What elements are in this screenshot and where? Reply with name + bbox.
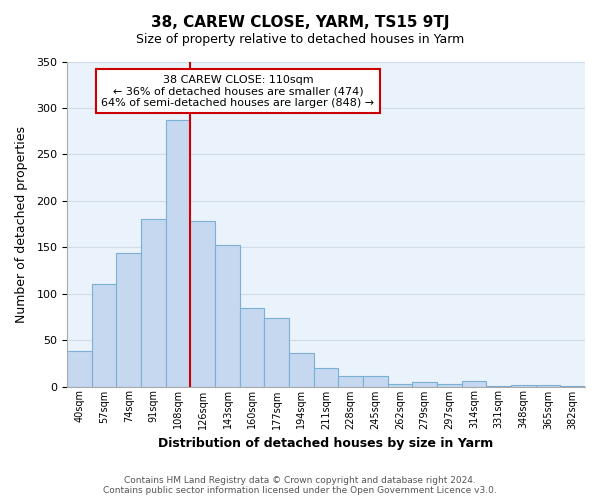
Bar xyxy=(116,253,141,386)
Bar xyxy=(141,220,166,386)
Bar xyxy=(388,384,412,386)
Bar xyxy=(511,384,536,386)
Bar xyxy=(338,376,363,386)
Bar xyxy=(437,384,462,386)
Bar xyxy=(166,120,190,386)
Bar xyxy=(67,351,92,386)
Bar xyxy=(240,308,265,386)
Bar xyxy=(462,381,487,386)
Text: 38, CAREW CLOSE, YARM, TS15 9TJ: 38, CAREW CLOSE, YARM, TS15 9TJ xyxy=(151,15,449,30)
Text: Contains HM Land Registry data © Crown copyright and database right 2024.
Contai: Contains HM Land Registry data © Crown c… xyxy=(103,476,497,495)
Y-axis label: Number of detached properties: Number of detached properties xyxy=(15,126,28,322)
Bar xyxy=(314,368,338,386)
Bar xyxy=(190,221,215,386)
Bar xyxy=(265,318,289,386)
X-axis label: Distribution of detached houses by size in Yarm: Distribution of detached houses by size … xyxy=(158,437,494,450)
Bar xyxy=(536,384,560,386)
Bar xyxy=(412,382,437,386)
Bar xyxy=(289,353,314,386)
Bar xyxy=(363,376,388,386)
Text: Size of property relative to detached houses in Yarm: Size of property relative to detached ho… xyxy=(136,32,464,46)
Text: 38 CAREW CLOSE: 110sqm
← 36% of detached houses are smaller (474)
64% of semi-de: 38 CAREW CLOSE: 110sqm ← 36% of detached… xyxy=(101,74,374,108)
Bar xyxy=(215,246,240,386)
Bar xyxy=(92,284,116,386)
